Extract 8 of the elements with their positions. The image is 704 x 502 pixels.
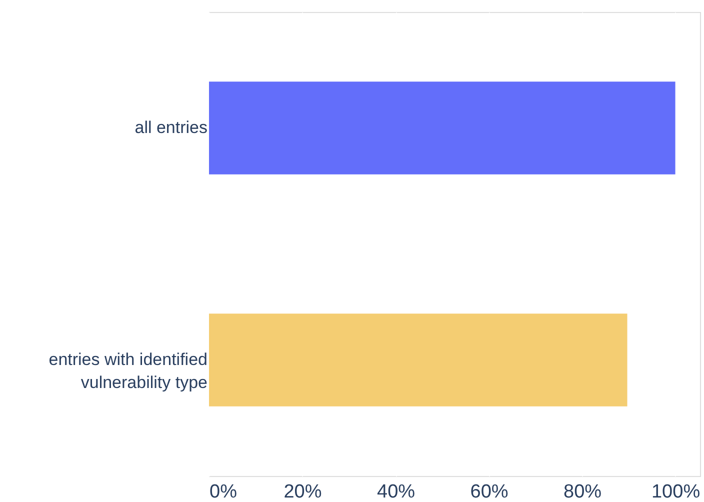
x-tick-label: 0% [210, 482, 238, 502]
y-tick-label: all entries [134, 118, 208, 137]
x-tick-label: 80% [564, 482, 602, 502]
x-tick-label: 60% [470, 482, 508, 502]
y-tick-label: entries with identified vulnerability type [48, 350, 208, 392]
x-tick-label: 100% [651, 482, 700, 502]
x-tick-label: 20% [284, 482, 322, 502]
x-tick-label: 40% [377, 482, 416, 502]
